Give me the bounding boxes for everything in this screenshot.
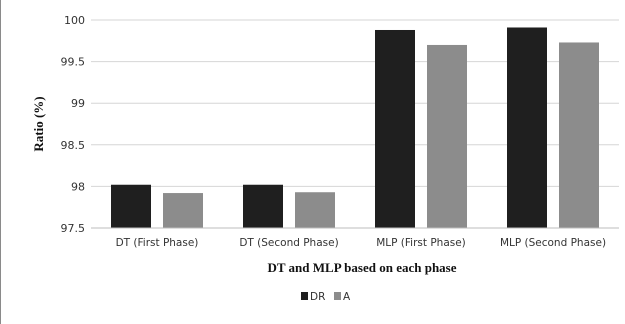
x-category-label: DT (First Phase)	[116, 237, 199, 249]
x-category-label: MLP (Second Phase)	[500, 237, 606, 249]
y-tick-label: 100	[64, 14, 85, 27]
bar-dr	[375, 29, 415, 229]
x-category-label: DT (Second Phase)	[239, 237, 338, 249]
bar-a	[163, 193, 203, 228]
y-tick-label: 99	[71, 97, 85, 110]
bar-a	[427, 44, 467, 229]
legend-swatch-a	[334, 292, 341, 300]
legend-swatch-dr	[301, 292, 308, 300]
y-tick-label: 98	[71, 180, 85, 193]
legend-label-a: A	[343, 291, 351, 303]
bar-dr	[111, 184, 151, 228]
y-tick-label: 98.5	[61, 139, 86, 152]
bar-a	[295, 192, 335, 228]
x-category-label: MLP (First Phase)	[376, 237, 466, 249]
x-axis-label: DT and MLP based on each phase	[267, 260, 456, 275]
y-axis-ticks: 97.5 98 98.5 99 99.5 100	[61, 14, 86, 235]
y-axis-label: Ratio (%)	[31, 96, 46, 151]
y-tick-label: 99.5	[61, 56, 86, 69]
bar-a	[559, 42, 599, 228]
bar-dr	[243, 184, 283, 228]
legend: DR A	[301, 291, 351, 303]
legend-label-dr: DR	[310, 291, 325, 303]
y-tick-label: 97.5	[61, 222, 86, 235]
x-axis-categories: DT (First Phase) DT (Second Phase) MLP (Fi…	[116, 237, 606, 249]
bar-dr	[507, 27, 547, 228]
bars	[111, 27, 599, 229]
